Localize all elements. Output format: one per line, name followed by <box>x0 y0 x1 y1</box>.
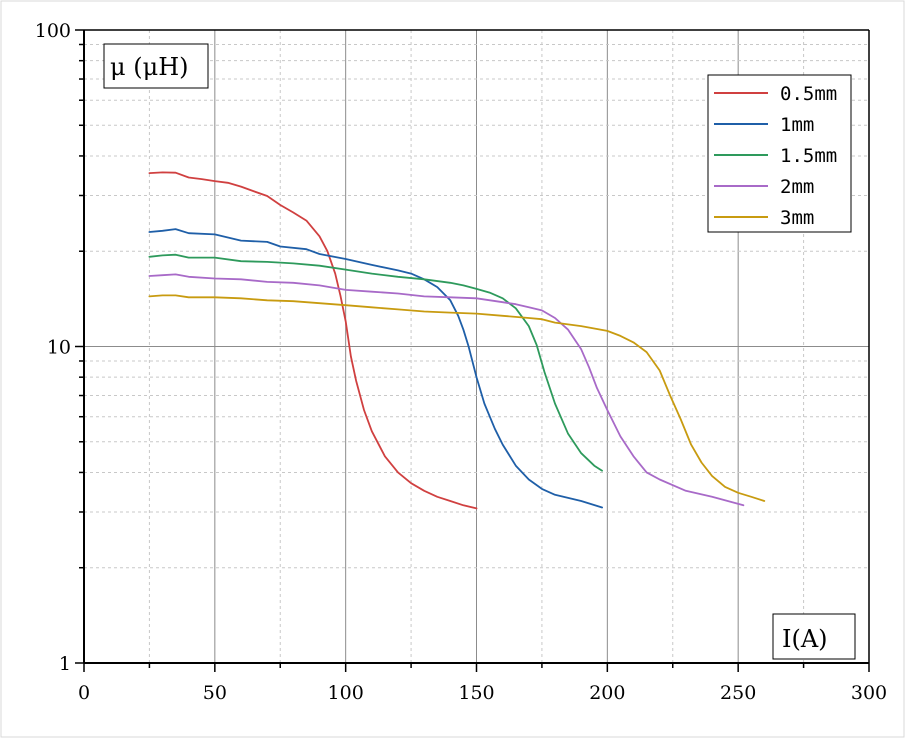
y-axis-label-box: μ (μH) <box>103 43 209 89</box>
x-axis-label-box: I(A) <box>772 613 856 660</box>
series-line-2 <box>148 253 603 472</box>
legend-label: 1.5mm <box>780 145 837 167</box>
y-axis-label-frame <box>103 43 209 89</box>
legend-label: 2mm <box>780 176 814 198</box>
legend-label: 3mm <box>780 207 814 229</box>
x-tick-label: 100 <box>328 682 364 704</box>
y-tick-label: 1 <box>59 653 71 675</box>
y-tick-label: 100 <box>35 20 71 42</box>
x-tick-label: 0 <box>78 682 90 704</box>
series-line-1 <box>148 228 603 509</box>
x-tick-label: 200 <box>589 682 625 704</box>
legend-label: 1mm <box>780 114 814 136</box>
series-line-0 <box>148 171 478 510</box>
x-axis-label-frame <box>772 613 856 660</box>
x-axis-label: I(A) <box>782 625 828 653</box>
series-lines <box>148 171 766 510</box>
x-tick-label: 250 <box>720 682 756 704</box>
legend: 0.5mm 1mm 1.5mm 2mm 3mm <box>707 74 852 233</box>
legend-label: 0.5mm <box>780 83 837 105</box>
y-tick-label: 10 <box>47 337 71 359</box>
x-tick-label: 300 <box>851 682 887 704</box>
x-tick-label: 150 <box>458 682 494 704</box>
axes: 0 50 100 150 200 250 300 1 10 100 <box>35 20 887 704</box>
series-line-4 <box>148 294 766 502</box>
y-axis-label: μ (μH) <box>110 53 188 81</box>
series-line-3 <box>148 273 745 507</box>
legend-frame <box>707 74 852 233</box>
x-tick-label: 50 <box>203 682 227 704</box>
